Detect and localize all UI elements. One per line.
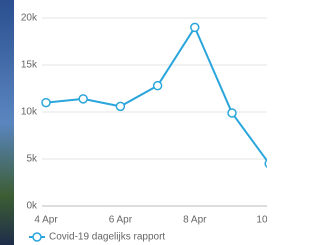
y-tick-label: 10k	[21, 107, 38, 118]
legend-label: Covid-19 dagelijks rapport	[49, 232, 165, 243]
data-point	[79, 95, 87, 103]
data-point	[191, 23, 199, 31]
data-point	[42, 99, 50, 107]
background-photo	[0, 0, 14, 245]
data-point	[116, 102, 124, 110]
legend-marker	[33, 233, 41, 241]
y-tick-label: 15k	[21, 60, 38, 71]
data-point	[265, 160, 267, 168]
data-point	[154, 82, 162, 90]
chart: 0k 5k 10k 15k 20k 4 Apr 6 Apr 8 Apr 10 Ap Covid-1…	[0, 0, 267, 245]
x-tick-label: 8 Apr	[183, 215, 207, 226]
x-tick-label: 4 Apr	[34, 215, 58, 226]
y-tick-label: 5k	[26, 154, 38, 165]
y-tick-label: 0k	[26, 201, 38, 212]
line	[46, 27, 267, 163]
x-tick-label: 10 Ap	[256, 215, 267, 226]
x-tick-label: 6 Apr	[109, 215, 133, 226]
y-tick-label: 20k	[21, 13, 38, 24]
data-point	[228, 109, 236, 117]
